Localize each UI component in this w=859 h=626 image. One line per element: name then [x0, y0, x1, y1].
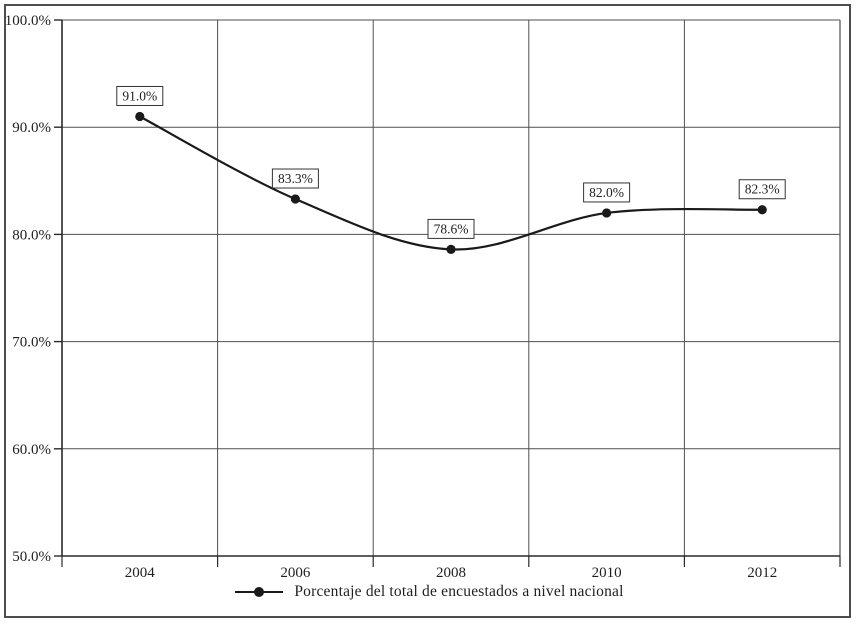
x-tick-label: 2006: [280, 565, 311, 581]
legend-series-line-marker-icon: [235, 587, 284, 597]
data-point-label: 82.3%: [745, 182, 780, 197]
legend: Porcentaje del total de encuestados a ni…: [0, 583, 859, 601]
y-tick-label: 90.0%: [12, 120, 51, 136]
legend-label: Porcentaje del total de encuestados a ni…: [294, 583, 624, 600]
chart-border-frame: [4, 4, 851, 618]
data-point-label-box: [427, 218, 475, 239]
data-point-label: 83.3%: [278, 171, 313, 186]
legend-series-dot-icon: [254, 587, 265, 597]
x-tick-label: 2010: [592, 565, 622, 581]
data-point-label-box: [116, 85, 164, 106]
x-tick-label: 2008: [436, 565, 466, 581]
x-tick-label: 2012: [747, 565, 777, 581]
y-tick-label: 80.0%: [12, 227, 51, 243]
data-point-label: 82.0%: [589, 185, 624, 200]
data-point-label-box: [583, 182, 631, 203]
data-point-label-box: [738, 179, 786, 200]
x-tick-label: 2004: [125, 565, 156, 581]
data-point-label-box: [271, 168, 319, 189]
data-point-label: 78.6%: [434, 221, 469, 236]
y-tick-label: 50.0%: [12, 549, 51, 565]
y-tick-label: 70.0%: [12, 335, 51, 351]
data-point-marker: [757, 205, 767, 215]
data-point-marker: [135, 111, 145, 122]
y-tick-label: 100.0%: [5, 13, 51, 29]
data-point-marker: [446, 244, 456, 255]
data-point-label: 91.0%: [122, 88, 157, 103]
data-point-marker: [290, 194, 300, 204]
y-tick-label: 60.0%: [12, 442, 51, 458]
data-point-marker: [602, 208, 612, 218]
